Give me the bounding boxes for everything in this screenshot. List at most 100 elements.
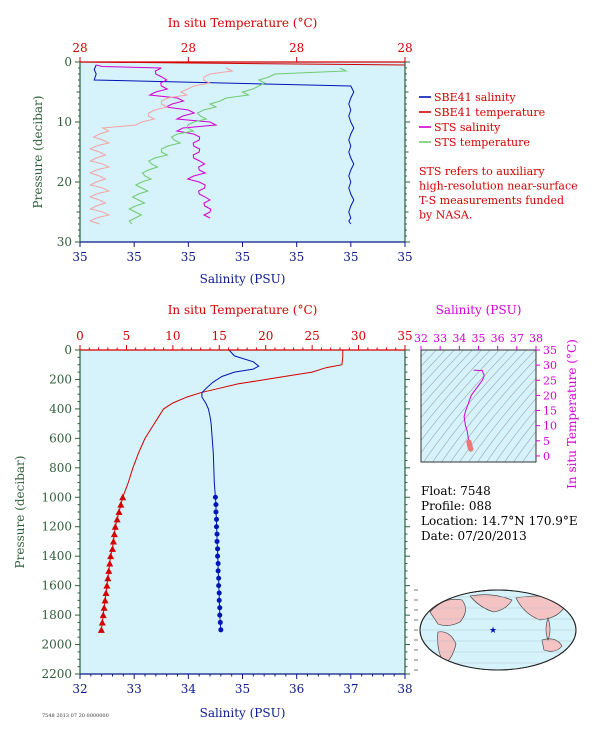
- ts-right-tick-label: 25: [543, 374, 557, 387]
- legend-label-2: STS salinity: [434, 121, 501, 134]
- world-map-landmass-1: [437, 631, 457, 665]
- ts-density-contour: [441, 350, 536, 462]
- chart2-temperature-point: [119, 493, 127, 501]
- ts-right-tick-label: 35: [543, 344, 557, 357]
- chart2-temperature-point: [113, 515, 121, 523]
- chart2-y-tick-label: 2200: [41, 667, 72, 681]
- chart1-y-tick-label: 20: [57, 175, 72, 189]
- ts-right-tick-label: 0: [543, 450, 550, 463]
- ts-right-tick-label: 10: [543, 420, 557, 433]
- legend-note-line-0: STS refers to auxiliary: [419, 165, 545, 178]
- chart1-y-tick-label: 10: [57, 115, 72, 129]
- ts-density-contour: [423, 350, 518, 462]
- chart1-bottom-axis-title: Salinity (PSU): [200, 272, 286, 286]
- chart2-y-tick-label: 200: [49, 372, 72, 386]
- world-map-outline: [419, 589, 577, 671]
- ts-top-tick-label: 34: [452, 332, 466, 345]
- chart2-temperature-point: [105, 567, 113, 574]
- ts-density-contour: [421, 350, 491, 430]
- ts-contours: [421, 350, 536, 462]
- chart2-temperature-line: [122, 350, 344, 498]
- chart2-temperature-point: [98, 618, 106, 626]
- chart2-y-tick-label: 0: [64, 343, 72, 357]
- chart1-series-line-3: [128, 67, 348, 225]
- chart2-top-tick-label: 35: [397, 329, 412, 343]
- chart1-y-axis-title: Pressure (decibar): [31, 96, 45, 209]
- chart2-top-tick-label: 20: [258, 329, 273, 343]
- chart2-bottom-tick-label: 37: [343, 682, 358, 696]
- ts-density-contour: [421, 350, 482, 419]
- chart1-bottom-tick-label: 35: [72, 250, 87, 264]
- chart2-y-tick-label: 1000: [41, 490, 72, 504]
- ts-right-tick-label: 20: [543, 389, 557, 402]
- chart2-salinity-point: [214, 524, 219, 530]
- chart2-top-tick-label: 5: [123, 329, 131, 343]
- chart2-y-tick-label: 1200: [41, 520, 72, 534]
- chart1-bottom-tick-label: 35: [181, 250, 196, 264]
- chart2-salinity-point: [218, 627, 224, 633]
- chart1-plot-background: [80, 62, 405, 242]
- ts-top-tick-label: 37: [510, 332, 524, 345]
- chart2-y-tick-label: 400: [49, 402, 72, 416]
- chart1-bottom-tick-label: 35: [343, 250, 358, 264]
- chart2-temperature-point: [100, 604, 108, 611]
- ts-density-contour: [421, 350, 500, 442]
- profile-label: Profile: 088: [421, 499, 492, 513]
- ts-density-contour: [468, 377, 536, 462]
- chart2-salinity-point: [213, 502, 219, 508]
- chart2-salinity-point: [215, 546, 221, 552]
- chart2-temperature-point: [99, 611, 107, 619]
- chart2-bottom-tick-label: 34: [181, 682, 197, 696]
- ts-right-tick-label: 30: [543, 359, 557, 372]
- chart2-temperature-point: [111, 523, 119, 530]
- ts-density-contour: [522, 442, 536, 462]
- ts-right-tick-label: 5: [543, 435, 550, 448]
- chart2-temperature-point: [109, 537, 117, 545]
- chart2-temperature-point: [107, 552, 115, 560]
- legend-note-line-3: by NASA.: [419, 209, 472, 222]
- ts-plot-background: [421, 350, 536, 462]
- chart2-salinity-point: [216, 583, 222, 589]
- ts-density-contour: [513, 430, 536, 462]
- ts-density-contour: [495, 408, 536, 462]
- chart2-salinity-point: [213, 509, 219, 515]
- chart2-temperature-point: [110, 530, 118, 538]
- ts-top-axis-title: Salinity (PSU): [436, 303, 522, 317]
- chart2-salinity-point: [215, 568, 221, 574]
- chart1-top-tick-label: 28: [397, 41, 412, 55]
- legend-note-line-2: T-S measurements funded: [419, 194, 564, 207]
- date-label: Date: 07/20/2013: [421, 529, 527, 543]
- ts-density-contour: [477, 387, 536, 462]
- chart2-temperature-point: [115, 508, 123, 515]
- ts-top-tick-label: 32: [414, 332, 428, 345]
- credit-text: 7548 2013 07 20 0000000: [42, 713, 109, 719]
- chart2-top-tick-label: 15: [212, 329, 227, 343]
- chart2-temperature-point: [117, 501, 125, 508]
- chart2-bottom-tick-label: 33: [127, 682, 142, 696]
- ts-density-contour: [421, 350, 509, 454]
- chart2-temperature-point: [102, 589, 110, 596]
- chart2-salinity-point: [212, 494, 218, 500]
- legend-note-line-1: high-resolution near-surface: [419, 180, 578, 193]
- chart1-top-tick-label: 28: [181, 41, 196, 55]
- chart2-salinity-point: [217, 619, 223, 625]
- ts-top-tick-label: 36: [491, 332, 505, 345]
- location-label: Location: 14.7°N 170.9°E: [421, 514, 578, 528]
- chart1-top-tick-label: 28: [72, 41, 87, 55]
- chart2-y-tick-label: 1800: [41, 608, 72, 622]
- ts-density-contour: [432, 350, 527, 462]
- chart2-salinity-point: [214, 516, 219, 522]
- chart2-temperature-point: [109, 545, 116, 552]
- chart2-y-tick-label: 2000: [41, 638, 72, 652]
- chart2-bottom-tick-label: 38: [397, 682, 412, 696]
- legend-label-3: STS temperature: [434, 136, 530, 149]
- chart2-bottom-axis-title: Salinity (PSU): [200, 706, 286, 720]
- chart2-y-tick-label: 1600: [41, 579, 72, 593]
- chart2-y-axis-title: Pressure (decibar): [13, 456, 27, 569]
- legend-label-0: SBE41 salinity: [434, 91, 516, 104]
- chart1-y-tick-label: 30: [57, 235, 72, 249]
- chart2-y-tick-label: 1400: [41, 549, 72, 563]
- chart2-temperature-point: [106, 560, 114, 567]
